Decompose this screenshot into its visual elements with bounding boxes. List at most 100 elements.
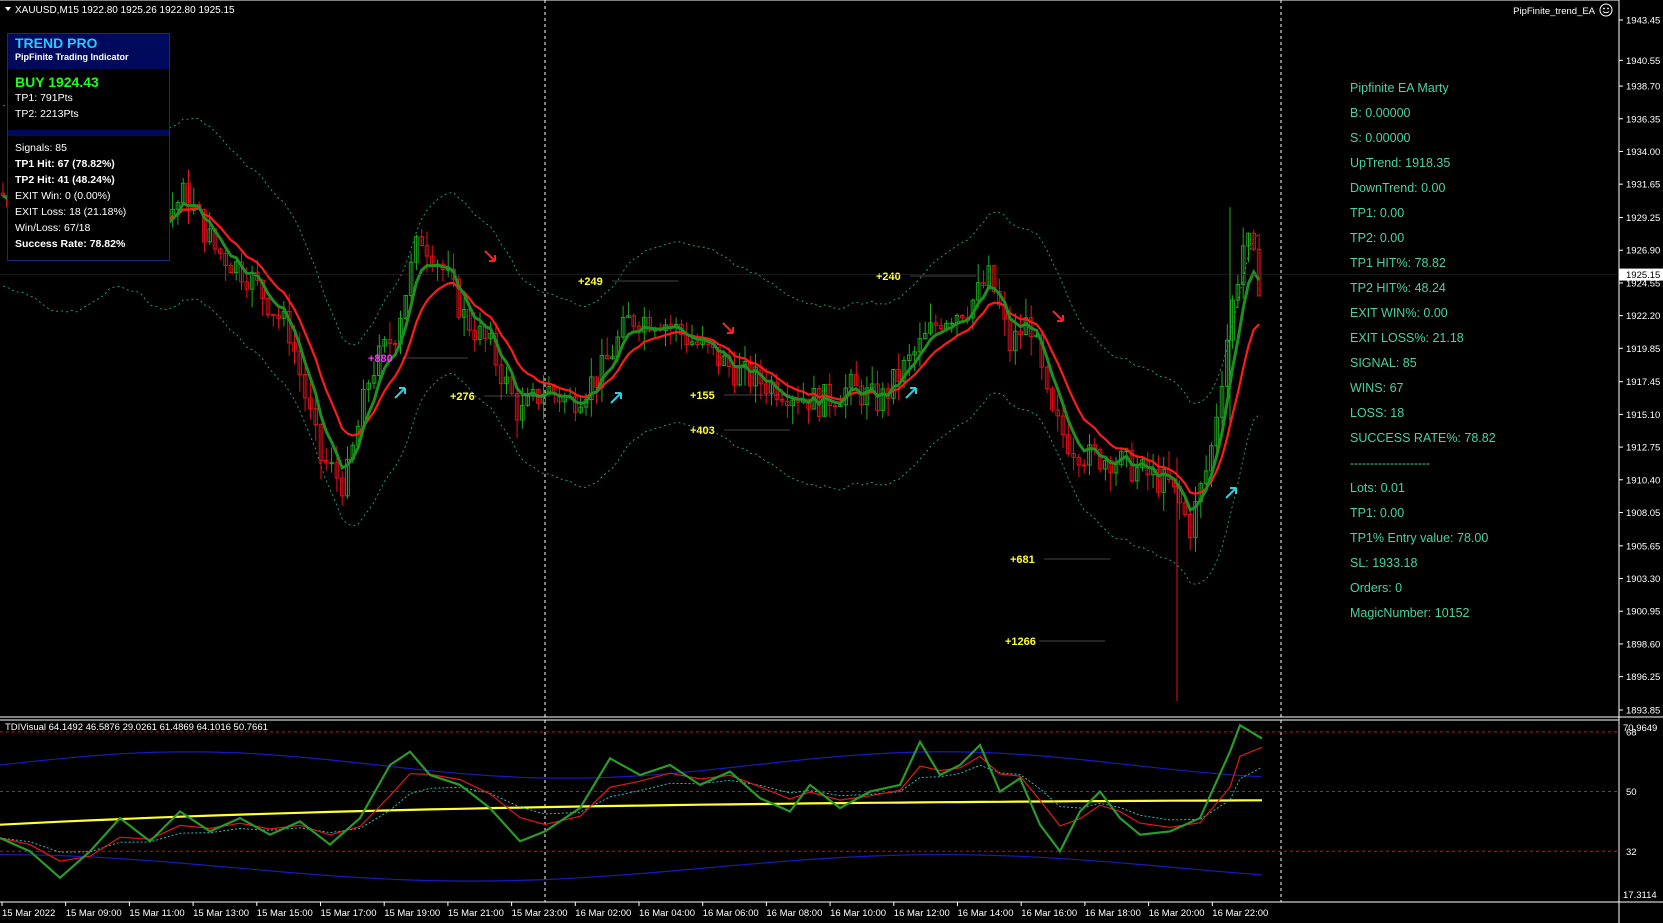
candle-body: [218, 248, 223, 254]
candle-body: [334, 462, 340, 479]
tdi-upper-band: [0, 751, 1263, 779]
candle-body: [922, 332, 928, 340]
trend-pro-panel: TREND PRO PipFinite Trading Indicator BU…: [7, 33, 170, 261]
trade-label: +403: [690, 425, 715, 437]
candle-body: [345, 458, 350, 497]
candle-body: [504, 376, 509, 385]
candle-body: [901, 360, 907, 382]
tdi-lower-band: [0, 853, 1263, 882]
time-tick-label: 16 Mar 20:00: [1149, 908, 1205, 919]
candle-body: [1182, 502, 1188, 515]
candle-body: [763, 383, 769, 394]
time-tick-label: 16 Mar 06:00: [703, 908, 759, 919]
candle-body: [1240, 245, 1246, 285]
candle-body: [620, 317, 626, 338]
candle-body: [207, 228, 212, 243]
candle-body: [589, 376, 594, 401]
candle-body: [472, 329, 477, 341]
sell-arrow-icon: [722, 322, 734, 334]
tp1-points: TP1: 791Pts: [15, 92, 73, 104]
time-tick-label: 16 Mar 22:00: [1212, 908, 1268, 919]
candle-body: [928, 322, 933, 334]
buy-arrow-icon: [610, 392, 622, 404]
candle-body: [896, 369, 901, 382]
signals-count: Signals: 85: [15, 142, 67, 154]
candle-body: [806, 398, 811, 410]
candle-body: [689, 341, 695, 345]
candle-body: [377, 345, 382, 376]
candle-body: [0, 192, 6, 197]
time-tick-label: 15 Mar 19:00: [384, 908, 440, 919]
price-tick-label: 1922.20: [1626, 311, 1660, 322]
time-tick-label: 15 Mar 2022: [2, 908, 55, 919]
ea-success-rate: SUCCESS RATE%: 78.82: [1350, 431, 1496, 445]
candle-body: [1018, 330, 1023, 336]
trend-pro-subtitle: PipFinite Trading Indicator: [15, 52, 129, 62]
smiley-icon[interactable]: [1599, 3, 1613, 17]
price-tick-label: 1938.70: [1626, 82, 1660, 93]
candle-body: [239, 261, 244, 283]
ea-exit-win: EXIT WIN%: 0.00: [1350, 306, 1448, 320]
candle-body: [1203, 470, 1209, 485]
sell-arrow-icon: [1052, 310, 1064, 322]
ea-tp1-b: TP1: 0.00: [1350, 506, 1405, 520]
candle-body: [880, 388, 886, 412]
time-tick-label: 16 Mar 10:00: [830, 908, 886, 919]
time-tick-label: 15 Mar 13:00: [193, 908, 249, 919]
candle-body: [1156, 468, 1161, 493]
candle-body: [578, 406, 583, 413]
candle-body: [647, 316, 652, 332]
price-tick-label: 1943.45: [1626, 16, 1660, 27]
candle-body: [1225, 339, 1230, 387]
candle-body: [975, 282, 981, 301]
candle-body: [382, 339, 387, 347]
candle-body: [403, 294, 409, 319]
candle-body: [991, 265, 997, 292]
ea-tp1: TP1: 0.00: [1350, 206, 1405, 220]
price-tick-label: 1929.25: [1626, 213, 1660, 224]
current-price-label: 1925.15: [1626, 270, 1660, 281]
price-tick-label: 1926.90: [1626, 246, 1660, 257]
time-tick-label: 16 Mar 02:00: [575, 908, 631, 919]
candle-body: [721, 355, 727, 367]
candle-body: [302, 374, 308, 399]
trend-pro-header: TREND PRO PipFinite Trading Indicator: [8, 34, 169, 69]
ea-info-panel: Pipfinite EA Marty B: 0.00000 S: 0.00000…: [1350, 76, 1496, 626]
time-tick-label: 16 Mar 18:00: [1085, 908, 1141, 919]
buy-arrow-icon: [905, 387, 917, 399]
buy-signal: BUY 1924.43: [15, 74, 99, 90]
tdi-signal-line: [0, 746, 1263, 862]
chart-menu-icon[interactable]: [5, 7, 11, 11]
ea-tp2: TP2: 0.00: [1350, 231, 1405, 245]
time-tick-label: 15 Mar 11:00: [129, 908, 184, 919]
tdi-signal-dashed: [0, 764, 1263, 853]
ea-tp2-hit: TP2 HIT%: 48.24: [1350, 281, 1446, 295]
candle-body: [324, 460, 329, 464]
time-tick-label: 16 Mar 16:00: [1021, 908, 1077, 919]
slow-ma-line: [2, 194, 1260, 496]
price-tick-label: 1910.40: [1626, 475, 1660, 486]
ea-separator: --------------------: [1350, 456, 1430, 470]
candle-body: [175, 202, 181, 210]
candle-body: [329, 462, 334, 465]
trade-label: +1266: [1005, 636, 1036, 648]
price-axis: 1943.45 1940.55 1938.70 1936.35 1934.00 1931.…: [0, 16, 1663, 717]
candle-body: [520, 404, 525, 421]
candle-body: [848, 374, 854, 389]
candle-body: [276, 314, 281, 319]
candle-body: [1044, 366, 1050, 390]
candle-body: [1060, 415, 1066, 436]
time-tick-label: 16 Mar 08:00: [766, 908, 822, 919]
candle-body: [557, 393, 562, 403]
candle-body: [779, 398, 785, 402]
win-loss: Win/Loss: 67/18: [15, 222, 91, 234]
price-tick-label: 1924.55: [1626, 278, 1660, 289]
ea-b: B: 0.00000: [1350, 106, 1411, 120]
candle-body: [854, 374, 859, 387]
candle-body: [695, 341, 700, 345]
candle-body: [1071, 453, 1076, 458]
tp2-hit: TP2 Hit: 41 (48.24%): [15, 174, 115, 186]
buy-arrow-icon: [1225, 487, 1237, 499]
